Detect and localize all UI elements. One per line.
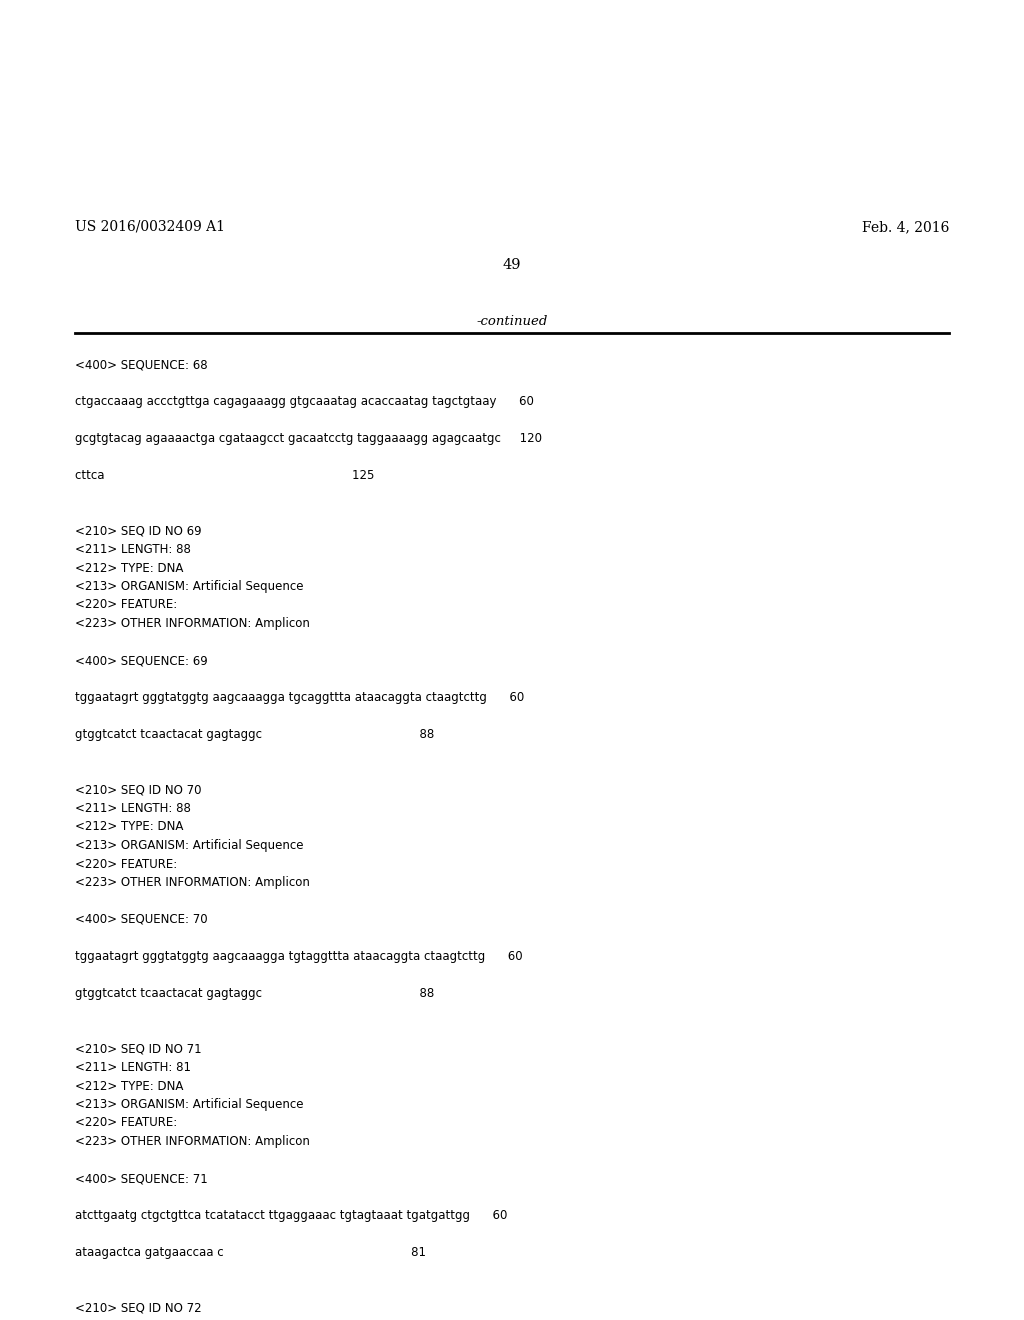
Text: -continued: -continued [476,315,548,327]
Text: tggaatagrt gggtatggtg aagcaaagga tgcaggttta ataacaggta ctaagtcttg      60: tggaatagrt gggtatggtg aagcaaagga tgcaggt… [75,690,524,704]
Text: gtggtcatct tcaactacat gagtaggc                                          88: gtggtcatct tcaactacat gagtaggc 88 [75,987,434,1001]
Text: ataagactca gatgaaccaa c                                                  81: ataagactca gatgaaccaa c 81 [75,1246,426,1259]
Text: 49: 49 [503,257,521,272]
Text: Feb. 4, 2016: Feb. 4, 2016 [861,220,949,234]
Text: <212> TYPE: DNA: <212> TYPE: DNA [75,561,183,574]
Text: <213> ORGANISM: Artificial Sequence: <213> ORGANISM: Artificial Sequence [75,840,303,851]
Text: <210> SEQ ID NO 71: <210> SEQ ID NO 71 [75,1043,202,1056]
Text: <210> SEQ ID NO 70: <210> SEQ ID NO 70 [75,784,202,796]
Text: gtggtcatct tcaactacat gagtaggc                                          88: gtggtcatct tcaactacat gagtaggc 88 [75,729,434,741]
Text: <211> LENGTH: 81: <211> LENGTH: 81 [75,1061,191,1074]
Text: <210> SEQ ID NO 72: <210> SEQ ID NO 72 [75,1302,202,1315]
Text: <223> OTHER INFORMATION: Amplicon: <223> OTHER INFORMATION: Amplicon [75,1135,310,1148]
Text: <212> TYPE: DNA: <212> TYPE: DNA [75,821,183,833]
Text: <212> TYPE: DNA: <212> TYPE: DNA [75,1080,183,1093]
Text: <220> FEATURE:: <220> FEATURE: [75,858,177,870]
Text: cttca                                                                  125: cttca 125 [75,469,375,482]
Text: <220> FEATURE:: <220> FEATURE: [75,1117,177,1130]
Text: <400> SEQUENCE: 69: <400> SEQUENCE: 69 [75,653,208,667]
Text: <400> SEQUENCE: 70: <400> SEQUENCE: 70 [75,913,208,927]
Text: <400> SEQUENCE: 68: <400> SEQUENCE: 68 [75,358,208,371]
Text: <211> LENGTH: 88: <211> LENGTH: 88 [75,543,190,556]
Text: ctgaccaaag accctgttga cagagaaagg gtgcaaatag acaccaatag tagctgtaay      60: ctgaccaaag accctgttga cagagaaagg gtgcaaa… [75,395,534,408]
Text: atcttgaatg ctgctgttca tcatatacct ttgaggaaac tgtagtaaat tgatgattgg      60: atcttgaatg ctgctgttca tcatatacct ttgagga… [75,1209,507,1222]
Text: <213> ORGANISM: Artificial Sequence: <213> ORGANISM: Artificial Sequence [75,579,303,593]
Text: tggaatagrt gggtatggtg aagcaaagga tgtaggttta ataacaggta ctaagtcttg      60: tggaatagrt gggtatggtg aagcaaagga tgtaggt… [75,950,522,964]
Text: <213> ORGANISM: Artificial Sequence: <213> ORGANISM: Artificial Sequence [75,1098,303,1111]
Text: gcgtgtacag agaaaactga cgataagcct gacaatcctg taggaaaagg agagcaatgc     120: gcgtgtacag agaaaactga cgataagcct gacaatc… [75,432,542,445]
Text: <223> OTHER INFORMATION: Amplicon: <223> OTHER INFORMATION: Amplicon [75,616,310,630]
Text: <220> FEATURE:: <220> FEATURE: [75,598,177,611]
Text: <210> SEQ ID NO 69: <210> SEQ ID NO 69 [75,524,202,537]
Text: US 2016/0032409 A1: US 2016/0032409 A1 [75,220,225,234]
Text: <223> OTHER INFORMATION: Amplicon: <223> OTHER INFORMATION: Amplicon [75,876,310,888]
Text: <211> LENGTH: 88: <211> LENGTH: 88 [75,803,190,814]
Text: <400> SEQUENCE: 71: <400> SEQUENCE: 71 [75,1172,208,1185]
